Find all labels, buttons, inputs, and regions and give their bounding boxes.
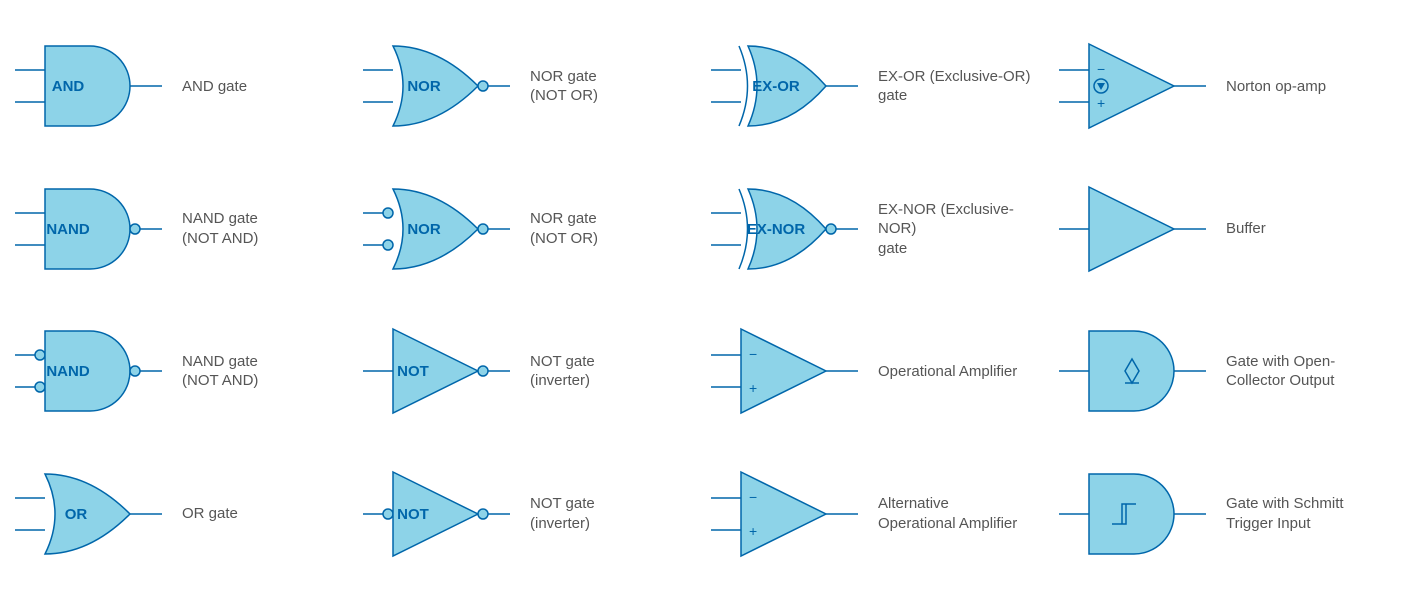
svg-text:NOT: NOT <box>397 363 429 380</box>
gate-label: NOT gate(inverter) <box>530 494 595 533</box>
gate-label: Operational Amplifier <box>878 362 1017 382</box>
gate-label: NAND gate(NOT AND) <box>182 209 258 248</box>
gate-cell: NAND NAND gate(NOT AND) <box>10 158 358 301</box>
gate-cell: EX-NOR EX-NOR (Exclusive-NOR)gate <box>706 158 1054 301</box>
gate-label: NAND gate(NOT AND) <box>182 352 258 391</box>
or-gate-symbol: NOR <box>358 179 518 279</box>
or-gate-symbol: OR <box>10 464 170 564</box>
gate-cell: EX-OR EX-OR (Exclusive-OR)gate <box>706 15 1054 158</box>
and-gate-symbol: AND <box>10 36 170 136</box>
gate-label: Buffer <box>1226 219 1266 239</box>
gate-label: NOR gate(NOT OR) <box>530 209 598 248</box>
svg-text:−: − <box>749 346 757 362</box>
svg-text:NOR: NOR <box>407 221 441 238</box>
gate-label: Gate with Open-Collector Output <box>1226 352 1335 391</box>
gate-cell: NAND NAND gate(NOT AND) <box>10 300 358 443</box>
svg-text:NOT: NOT <box>397 506 429 523</box>
gate-label: AND gate <box>182 77 247 97</box>
and-gate-symbol <box>1054 321 1214 421</box>
xor-gate-symbol: EX-OR <box>706 36 866 136</box>
opamp-gate-symbol: −+ <box>1054 36 1214 136</box>
gate-cell: Gate with Open-Collector Output <box>1054 300 1402 443</box>
gate-cell: Buffer <box>1054 158 1402 301</box>
gate-cell: NOT NOT gate(inverter) <box>358 443 706 586</box>
triangle-gate-symbol: NOT <box>358 464 518 564</box>
svg-text:−: − <box>749 489 757 505</box>
gate-label: Gate with SchmittTrigger Input <box>1226 494 1344 533</box>
gate-cell: OR OR gate <box>10 443 358 586</box>
svg-text:EX-NOR: EX-NOR <box>747 221 806 238</box>
triangle-gate-symbol <box>1054 179 1214 279</box>
opamp-gate-symbol: −+ <box>706 464 866 564</box>
gate-cell: −+AlternativeOperational Amplifier <box>706 443 1054 586</box>
gate-label: AlternativeOperational Amplifier <box>878 494 1017 533</box>
svg-text:NAND: NAND <box>46 221 89 238</box>
gate-cell: NOR NOR gate(NOT OR) <box>358 158 706 301</box>
svg-text:OR: OR <box>65 506 88 523</box>
svg-text:NOR: NOR <box>407 78 441 95</box>
gate-label: NOR gate(NOT OR) <box>530 67 598 106</box>
gate-cell: −+Norton op-amp <box>1054 15 1402 158</box>
xor-gate-symbol: EX-NOR <box>706 179 866 279</box>
gate-label: OR gate <box>182 504 238 524</box>
svg-text:+: + <box>749 523 757 539</box>
svg-text:EX-OR: EX-OR <box>752 78 800 95</box>
gate-cell: −+Operational Amplifier <box>706 300 1054 443</box>
svg-text:+: + <box>749 380 757 396</box>
svg-text:AND: AND <box>52 78 85 95</box>
gate-cell: Gate with SchmittTrigger Input <box>1054 443 1402 586</box>
gate-label: EX-NOR (Exclusive-NOR)gate <box>878 200 1048 259</box>
gate-label: Norton op-amp <box>1226 77 1326 97</box>
gate-label: EX-OR (Exclusive-OR)gate <box>878 67 1031 106</box>
and-gate-symbol: NAND <box>10 179 170 279</box>
gate-cell: NOT NOT gate(inverter) <box>358 300 706 443</box>
gate-label: NOT gate(inverter) <box>530 352 595 391</box>
gate-cell: AND AND gate <box>10 15 358 158</box>
svg-text:+: + <box>1097 95 1105 111</box>
svg-text:−: − <box>1097 61 1105 77</box>
svg-text:NAND: NAND <box>46 363 89 380</box>
opamp-gate-symbol: −+ <box>706 321 866 421</box>
and-gate-symbol: NAND <box>10 321 170 421</box>
and-gate-symbol <box>1054 464 1214 564</box>
gate-cell: NOR NOR gate(NOT OR) <box>358 15 706 158</box>
or-gate-symbol: NOR <box>358 36 518 136</box>
triangle-gate-symbol: NOT <box>358 321 518 421</box>
